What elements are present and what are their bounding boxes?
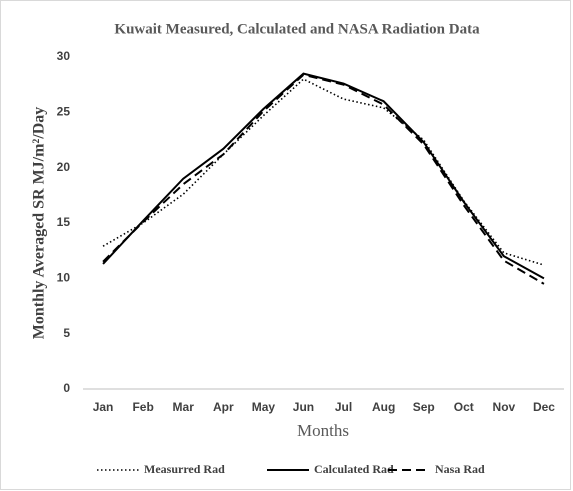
legend-label: Nasa Rad <box>435 462 485 476</box>
x-tick-label: Oct <box>454 400 474 414</box>
y-tick-label: 15 <box>57 215 71 229</box>
x-tick-label: May <box>252 400 276 414</box>
y-tick-label: 20 <box>57 160 71 174</box>
x-tick-label: Mar <box>173 400 195 414</box>
y-tick-label: 10 <box>57 271 71 285</box>
chart-title: Kuwait Measured, Calculated and NASA Rad… <box>114 21 480 37</box>
series-line <box>102 78 545 266</box>
y-tick-label: 30 <box>57 49 71 63</box>
x-tick-label: Aug <box>372 400 395 414</box>
y-tick-label: 0 <box>63 381 70 395</box>
series-line <box>102 73 545 285</box>
x-tick-label: Nov <box>493 400 516 414</box>
legend-label: Measurred Rad <box>144 462 225 476</box>
x-tick-label: Sep <box>413 400 435 414</box>
x-tick-label: Jan <box>93 400 114 414</box>
series-line <box>102 72 545 280</box>
x-tick-label: Jul <box>335 400 352 414</box>
x-tick-label: Feb <box>132 400 153 414</box>
y-axis-label: Monthly Averaged SR MJ/m²/Day <box>31 107 48 339</box>
y-tick-label: 5 <box>63 326 70 340</box>
x-tick-label: Dec <box>533 400 555 414</box>
x-tick-label: Jun <box>293 400 314 414</box>
y-tick-label: 25 <box>57 105 71 119</box>
x-tick-label: Apr <box>213 400 234 414</box>
legend-label: Calculated Rad <box>314 462 394 476</box>
x-axis-label: Months <box>297 421 349 440</box>
